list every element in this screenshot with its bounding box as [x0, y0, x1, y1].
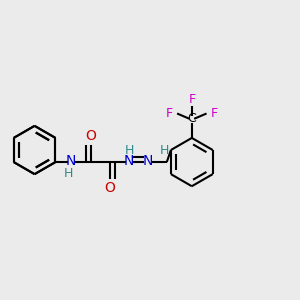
Text: H: H	[64, 167, 73, 180]
Text: H: H	[124, 144, 134, 158]
Text: F: F	[166, 107, 173, 120]
Text: H: H	[160, 144, 169, 158]
Text: O: O	[85, 130, 96, 143]
Text: F: F	[188, 93, 195, 106]
Text: N: N	[124, 154, 134, 169]
Text: C: C	[188, 112, 196, 125]
Text: F: F	[210, 107, 218, 120]
Text: N: N	[66, 154, 76, 169]
Text: O: O	[104, 181, 116, 195]
Text: N: N	[142, 154, 153, 169]
